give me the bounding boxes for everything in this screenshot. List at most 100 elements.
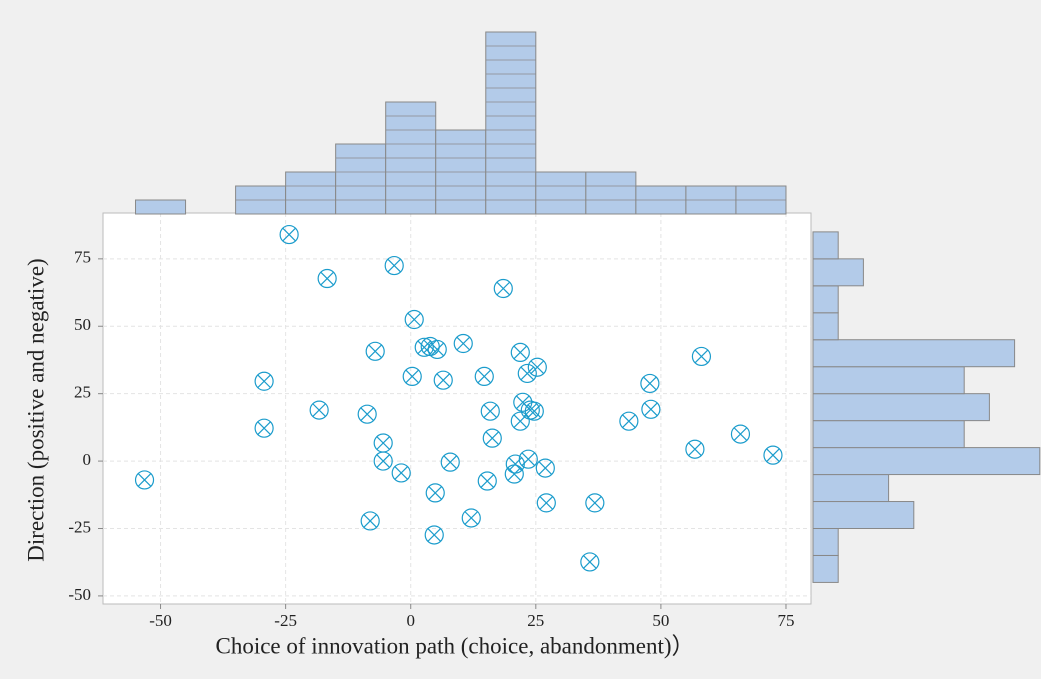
plot-area	[102, 212, 812, 605]
point-cross	[312, 403, 326, 417]
histogram-bar	[812, 474, 890, 503]
point	[685, 439, 705, 459]
point-circle	[482, 428, 502, 448]
y-axis-label: Direction (positive and negative)	[23, 258, 48, 561]
point-cross	[376, 436, 390, 450]
point	[279, 224, 299, 245]
point-circle	[402, 366, 422, 387]
point-circle	[424, 525, 444, 545]
x-tick-label: 0	[406, 611, 415, 630]
point-cross	[423, 339, 438, 354]
point-cross	[539, 496, 554, 510]
point-circle	[404, 309, 424, 330]
histogram-bar	[812, 420, 965, 449]
point	[402, 366, 422, 387]
point-cross	[622, 414, 636, 428]
histogram-bar	[812, 339, 1016, 368]
point	[365, 341, 385, 361]
x-tick-label: 75	[777, 611, 794, 630]
histogram-bar	[135, 199, 187, 215]
point-circle	[254, 418, 274, 438]
point-cross	[588, 496, 602, 510]
point-cross	[583, 555, 597, 569]
point-cross	[430, 342, 445, 357]
point-cross	[360, 407, 374, 421]
point	[254, 371, 274, 391]
point-circle	[414, 337, 434, 357]
point-cross	[513, 345, 528, 360]
point	[493, 278, 513, 299]
point-cross	[387, 258, 401, 273]
point-circle	[619, 411, 639, 431]
histogram-bar	[812, 312, 839, 341]
point-circle	[641, 399, 661, 419]
point-circle	[134, 470, 155, 490]
point-circle	[309, 400, 329, 420]
histogram-bar	[535, 171, 587, 215]
point-cross	[521, 452, 536, 466]
point-cross	[257, 421, 271, 435]
point-circle	[640, 373, 660, 394]
histogram-bar	[485, 31, 537, 215]
point	[425, 483, 445, 503]
point	[317, 268, 337, 289]
point	[536, 493, 556, 513]
point-circle	[518, 449, 538, 469]
point	[373, 451, 393, 471]
y-tick-label: 75	[74, 248, 91, 267]
point-cross	[394, 466, 408, 480]
point	[535, 458, 555, 478]
point-cross	[368, 344, 382, 359]
point-cross	[405, 369, 420, 384]
point-cross	[527, 404, 542, 418]
point-circle	[427, 339, 447, 360]
x-axis-label: Choice of innovation path (choice, aband…	[215, 633, 694, 658]
point-circle	[691, 346, 712, 367]
point-circle	[357, 404, 377, 424]
point	[384, 255, 404, 276]
point-cross	[643, 376, 657, 391]
point-cross	[480, 474, 495, 488]
point-circle	[373, 451, 393, 471]
point	[134, 470, 155, 490]
histogram-bar	[812, 231, 839, 260]
point-circle	[453, 333, 473, 354]
point-cross	[137, 473, 152, 487]
histogram-bar	[812, 366, 965, 395]
point-circle	[480, 401, 500, 421]
point-cross	[496, 281, 511, 296]
point-circle	[510, 342, 530, 363]
point-circle	[517, 363, 537, 384]
point	[461, 508, 481, 528]
point-circle	[580, 552, 600, 572]
point-cross	[507, 467, 522, 481]
point-cross	[513, 414, 528, 428]
histogram-bar	[285, 171, 337, 215]
y-tick-label: 25	[74, 383, 91, 402]
point	[763, 445, 783, 465]
point-circle	[474, 366, 494, 387]
point-cross	[766, 448, 780, 462]
point-cross	[538, 461, 553, 475]
point-circle	[527, 357, 547, 377]
point-circle	[535, 458, 555, 478]
x-tick-label: -25	[274, 611, 297, 630]
point-circle	[730, 424, 751, 444]
point	[391, 463, 411, 483]
point-cross	[376, 454, 390, 468]
point	[357, 404, 377, 424]
histogram-bar	[812, 527, 839, 556]
point	[691, 346, 712, 367]
point	[527, 357, 547, 377]
y-tick-label: 50	[74, 315, 91, 334]
point-circle	[360, 511, 380, 531]
histogram-bar	[812, 554, 839, 583]
point-cross	[320, 271, 334, 286]
x-tick-label: -50	[149, 611, 172, 630]
point	[254, 418, 274, 438]
point	[433, 370, 453, 390]
point-cross	[477, 369, 492, 384]
point-cross	[417, 340, 432, 355]
point	[730, 424, 751, 444]
point-circle	[461, 508, 481, 528]
